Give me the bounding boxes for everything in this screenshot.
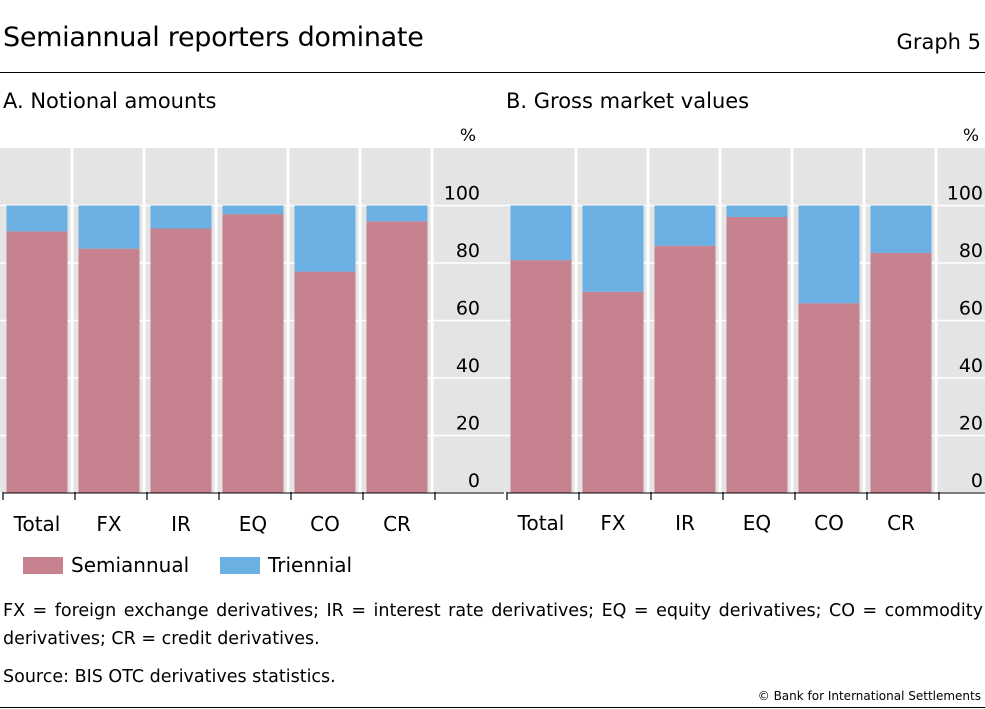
footnote: FX = foreign exchange derivatives; IR = …	[3, 601, 983, 649]
bar-triennial-ir	[150, 205, 212, 229]
bar-semiannual-ir	[654, 245, 716, 493]
y-tick-label: 40	[959, 355, 983, 377]
x-tick-label-total: Total	[517, 511, 565, 535]
bar-semiannual-total	[510, 260, 572, 493]
chart-panel-a: Total FX IR EQ CO CR 0 20 40 60 80 100%	[0, 126, 504, 536]
legend-label-triennial: Triennial	[268, 553, 353, 577]
legend-swatch-semiannual	[23, 556, 63, 574]
graph-title: Semiannual reporters dominate	[3, 22, 424, 53]
y-tick-label: 20	[456, 413, 480, 435]
bar-triennial-eq	[222, 205, 284, 215]
x-tick-label-eq: EQ	[239, 512, 267, 536]
graph-number: Graph 5	[896, 30, 981, 54]
source-note: Source: BIS OTC derivatives statistics.	[3, 667, 336, 687]
x-tick-label-ir: IR	[675, 511, 695, 535]
bar-triennial-ir	[654, 205, 716, 246]
charts-canvas: Total FX IR EQ CO CR 0 20 40 60 80 100% Total FX IR EQ C…	[0, 126, 985, 536]
bar-triennial-fx	[582, 205, 644, 292]
x-tick-label-fx: FX	[96, 512, 122, 536]
y-unit-label: %	[460, 126, 476, 146]
bar-semiannual-eq	[726, 217, 788, 493]
y-tick-label: 80	[959, 240, 983, 262]
bar-triennial-co	[294, 205, 356, 272]
x-tick-label-ir: IR	[171, 512, 191, 536]
bar-semiannual-cr	[366, 221, 428, 493]
legend-label-semiannual: Semiannual	[71, 553, 190, 577]
y-tick-label: 60	[959, 298, 983, 320]
y-tick-label: 80	[456, 240, 480, 262]
y-tick-label: 0	[971, 470, 983, 492]
bar-triennial-total	[510, 205, 572, 261]
x-tick-label-total: Total	[13, 512, 61, 536]
x-tick-label-fx: FX	[600, 511, 626, 535]
y-tick-label: 40	[456, 355, 480, 377]
bar-triennial-eq	[726, 205, 788, 217]
panel-b-title: B. Gross market values	[506, 89, 750, 113]
bar-semiannual-co	[798, 303, 860, 493]
bar-semiannual-ir	[150, 228, 212, 493]
bar-semiannual-eq	[222, 214, 284, 493]
x-tick-label-eq: EQ	[743, 511, 771, 535]
y-tick-label: 100	[444, 183, 480, 205]
bar-triennial-total	[6, 205, 68, 232]
footer-rule	[0, 707, 985, 708]
bar-semiannual-cr	[870, 252, 932, 493]
header-rule	[0, 72, 985, 73]
x-tick-label-cr: CR	[887, 511, 915, 535]
bar-triennial-co	[798, 205, 860, 304]
y-tick-label: 60	[456, 298, 480, 320]
chart-panel-b: Total FX IR EQ CO CR 0 20 40 60 80 100%	[504, 126, 985, 535]
bar-triennial-fx	[78, 205, 140, 249]
bar-triennial-cr	[366, 205, 428, 222]
panel-a-title: A. Notional amounts	[3, 89, 217, 113]
x-tick-label-cr: CR	[383, 512, 411, 536]
y-tick-label: 100	[947, 183, 983, 205]
bar-semiannual-fx	[78, 248, 140, 493]
legend-swatch-triennial	[220, 556, 260, 574]
y-unit-label: %	[963, 126, 979, 146]
y-tick-label: 0	[468, 470, 480, 492]
graph-header: Semiannual reporters dominate Graph 5	[0, 0, 985, 72]
copyright-notice: © Bank for International Settlements	[757, 689, 981, 703]
legend-item-semiannual: Semiannual	[23, 553, 189, 577]
bar-semiannual-total	[6, 231, 68, 493]
bar-semiannual-co	[294, 271, 356, 493]
bar-triennial-cr	[870, 205, 932, 253]
y-tick-label: 20	[959, 413, 983, 435]
x-tick-label-co: CO	[310, 512, 340, 536]
bar-semiannual-fx	[582, 291, 644, 493]
legend-item-triennial: Triennial	[220, 553, 352, 577]
x-tick-label-co: CO	[814, 511, 844, 535]
